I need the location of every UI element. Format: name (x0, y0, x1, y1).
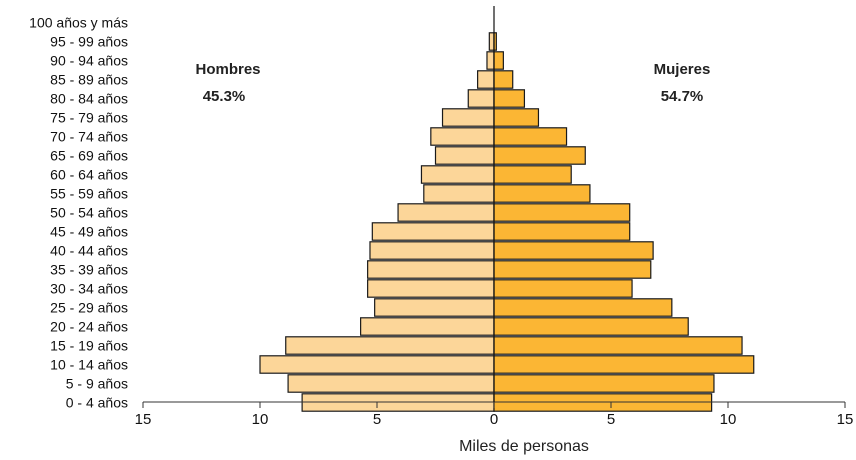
x-tick-label: 15 (135, 411, 152, 428)
men-series-label: Hombres (195, 61, 260, 78)
age-label: 70 - 74 años (50, 129, 128, 145)
bar-hombres-7 (367, 260, 495, 279)
bar-mujeres-11 (493, 184, 591, 203)
bar-hombres-15 (441, 108, 495, 127)
bar-mujeres-9 (493, 222, 631, 241)
x-tick-label: 15 (837, 411, 854, 428)
bar-mujeres-17 (493, 70, 514, 89)
bar-hombres-5 (374, 298, 495, 317)
bar-hombres-10 (397, 203, 495, 222)
x-tick-label: 5 (607, 411, 615, 428)
age-label: 35 - 39 años (50, 262, 128, 278)
age-label: 55 - 59 años (50, 186, 128, 202)
bar-mujeres-7 (493, 260, 652, 279)
age-labels-group: 0 - 4 años 5 - 9 años 10 - 14 años 15 - 19 … (29, 15, 128, 411)
age-label: 60 - 64 años (50, 167, 128, 183)
bar-mujeres-1 (493, 374, 715, 393)
bar-mujeres-6 (493, 279, 633, 298)
bar-hombres-9 (371, 222, 495, 241)
age-label: 25 - 29 años (50, 300, 128, 316)
bar-mujeres-2 (493, 355, 755, 374)
bar-hombres-16 (467, 89, 495, 108)
bar-mujeres-8 (493, 241, 654, 260)
x-tick-label: 5 (373, 411, 381, 428)
bar-mujeres-5 (493, 298, 673, 317)
bar-hombres-12 (420, 165, 495, 184)
age-label: 65 - 69 años (50, 148, 128, 164)
age-label: 90 - 94 años (50, 53, 128, 69)
bar-hombres-6 (367, 279, 495, 298)
age-label: 15 - 19 años (50, 338, 128, 354)
bar-mujeres-15 (493, 108, 540, 127)
age-label: 5 - 9 años (66, 376, 128, 392)
age-label: 30 - 34 años (50, 281, 128, 297)
bar-hombres-17 (477, 70, 495, 89)
age-label: 0 - 4 años (66, 395, 128, 411)
age-label: 20 - 24 años (50, 319, 128, 335)
bar-hombres-3 (285, 336, 495, 355)
bar-mujeres-4 (493, 317, 689, 336)
bar-mujeres-12 (493, 165, 572, 184)
men-share-label: 45.3% (203, 88, 246, 105)
age-label: 10 - 14 años (50, 357, 128, 373)
x-ticks-group: 15 10 5 0 5 10 15 (135, 402, 854, 428)
bar-mujeres-3 (493, 336, 743, 355)
age-label: 80 - 84 años (50, 91, 128, 107)
bar-hombres-13 (434, 146, 495, 165)
bar-hombres-14 (430, 127, 495, 146)
women-series-label: Mujeres (654, 61, 711, 78)
age-label: 75 - 79 años (50, 110, 128, 126)
bar-mujeres-18 (493, 51, 504, 70)
bar-hombres-11 (423, 184, 495, 203)
x-axis-title: Miles de personas (459, 438, 589, 455)
age-label: 50 - 54 años (50, 205, 128, 221)
x-tick-label: 0 (490, 411, 498, 428)
bar-mujeres-16 (493, 89, 526, 108)
bar-hombres-8 (369, 241, 495, 260)
bar-mujeres-14 (493, 127, 568, 146)
age-label: 45 - 49 años (50, 224, 128, 240)
bar-mujeres-10 (493, 203, 631, 222)
women-share-label: 54.7% (661, 88, 704, 105)
age-label: 85 - 89 años (50, 72, 128, 88)
bar-hombres-1 (287, 374, 495, 393)
bar-hombres-4 (360, 317, 495, 336)
x-tick-label: 10 (720, 411, 737, 428)
bar-hombres-19 (488, 32, 495, 51)
age-label: 100 años y más (29, 15, 128, 31)
age-label: 40 - 44 años (50, 243, 128, 259)
x-tick-label: 10 (252, 411, 269, 428)
bar-hombres-2 (259, 355, 495, 374)
age-label: 95 - 99 años (50, 34, 128, 50)
bar-mujeres-13 (493, 146, 586, 165)
bar-hombres-18 (486, 51, 495, 70)
